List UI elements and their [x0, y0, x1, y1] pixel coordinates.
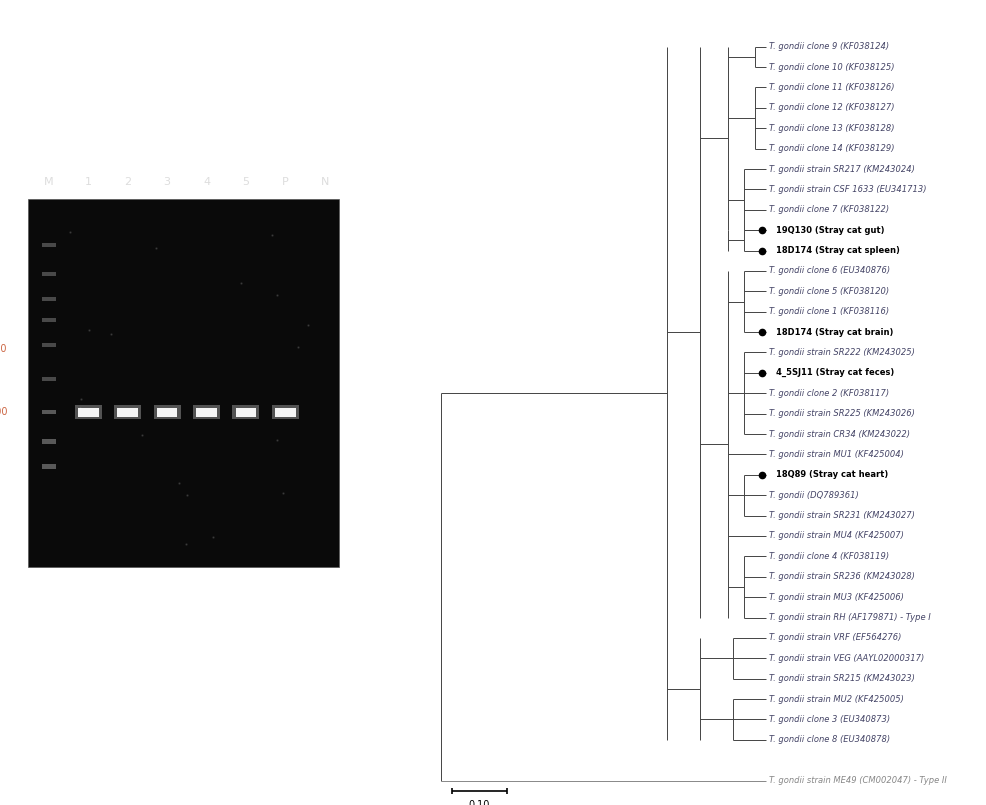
Bar [75, 406, 102, 419]
Bar [41, 440, 56, 444]
Text: 19Q130 (Stray cat gut): 19Q130 (Stray cat gut) [776, 225, 884, 235]
Text: 2: 2 [124, 177, 131, 187]
Text: T. gondii (DQ789361): T. gondii (DQ789361) [769, 491, 859, 500]
Text: T. gondii clone 1 (KF038116): T. gondii clone 1 (KF038116) [769, 308, 889, 316]
Text: T. gondii strain CR34 (KM243022): T. gondii strain CR34 (KM243022) [769, 430, 910, 439]
Text: P: P [282, 177, 289, 187]
Bar [41, 272, 56, 276]
Text: T. gondii clone 5 (KF038120): T. gondii clone 5 (KF038120) [769, 287, 889, 295]
Text: T. gondii strain CSF 1633 (EU341713): T. gondii strain CSF 1633 (EU341713) [769, 185, 927, 194]
Text: T. gondii strain SR222 (KM243025): T. gondii strain SR222 (KM243025) [769, 348, 915, 357]
Bar [236, 407, 256, 417]
Text: T. gondii clone 14 (KF038129): T. gondii clone 14 (KF038129) [769, 144, 894, 153]
Bar [193, 406, 220, 419]
Bar [114, 406, 141, 419]
Text: T. gondii clone 2 (KF038117): T. gondii clone 2 (KF038117) [769, 389, 889, 398]
Text: N: N [320, 177, 329, 187]
Text: T. gondii strain SR236 (KM243028): T. gondii strain SR236 (KM243028) [769, 572, 915, 581]
Bar [41, 410, 56, 415]
Text: 4_5SJ11 (Stray cat feces): 4_5SJ11 (Stray cat feces) [776, 369, 894, 378]
Bar [41, 464, 56, 469]
Bar [41, 242, 56, 247]
Bar [41, 343, 56, 347]
Text: 3: 3 [164, 177, 171, 187]
Bar [275, 407, 296, 417]
Text: 18D174 (Stray cat spleen): 18D174 (Stray cat spleen) [776, 246, 899, 255]
Text: T. gondii strain MU2 (KF425005): T. gondii strain MU2 (KF425005) [769, 695, 904, 704]
Text: 1000: 1000 [0, 345, 7, 354]
Bar [272, 406, 299, 419]
Text: T. gondii strain SR231 (KM243027): T. gondii strain SR231 (KM243027) [769, 511, 915, 520]
Text: T. gondii strain MU3 (KF425006): T. gondii strain MU3 (KF425006) [769, 592, 904, 601]
Text: T. gondii clone 4 (KF038119): T. gondii clone 4 (KF038119) [769, 552, 889, 561]
Bar [117, 407, 138, 417]
Bar [233, 406, 259, 419]
Text: T. gondii clone 7 (KF038122): T. gondii clone 7 (KF038122) [769, 205, 889, 214]
Text: T. gondii strain VEG (AAYL02000317): T. gondii strain VEG (AAYL02000317) [769, 654, 924, 663]
Text: T. gondii clone 12 (KF038127): T. gondii clone 12 (KF038127) [769, 103, 894, 113]
Text: T. gondii strain SR225 (KM243026): T. gondii strain SR225 (KM243026) [769, 409, 915, 418]
Text: T. gondii strain VRF (EF564276): T. gondii strain VRF (EF564276) [769, 634, 901, 642]
Text: T. gondii strain RH (AF179871) - Type I: T. gondii strain RH (AF179871) - Type I [769, 613, 931, 622]
Text: T. gondii clone 3 (EU340873): T. gondii clone 3 (EU340873) [769, 715, 890, 724]
Text: T. gondii clone 13 (KF038128): T. gondii clone 13 (KF038128) [769, 124, 894, 133]
Bar [154, 406, 180, 419]
Bar [41, 297, 56, 301]
Text: T. gondii strain SR217 (KM243024): T. gondii strain SR217 (KM243024) [769, 164, 915, 174]
Text: T. gondii strain MU1 (KF425004): T. gondii strain MU1 (KF425004) [769, 450, 904, 459]
Text: T. gondii strain MU4 (KF425007): T. gondii strain MU4 (KF425007) [769, 531, 904, 540]
Bar [41, 318, 56, 322]
Text: T. gondii clone 9 (KF038124): T. gondii clone 9 (KF038124) [769, 42, 889, 52]
Text: 5: 5 [243, 177, 249, 187]
Text: 1: 1 [85, 177, 92, 187]
Text: T. gondii strain ME49 (CM002047) - Type II: T. gondii strain ME49 (CM002047) - Type … [769, 776, 947, 785]
Text: T. gondii clone 10 (KF038125): T. gondii clone 10 (KF038125) [769, 63, 894, 72]
Text: 18D174 (Stray cat brain): 18D174 (Stray cat brain) [776, 328, 893, 336]
Bar [78, 407, 99, 417]
Text: M: M [44, 177, 53, 187]
Text: T. gondii clone 8 (EU340878): T. gondii clone 8 (EU340878) [769, 735, 890, 745]
Bar [41, 377, 56, 381]
Bar [157, 407, 177, 417]
Bar [196, 407, 217, 417]
Text: T. gondii clone 6 (EU340876): T. gondii clone 6 (EU340876) [769, 266, 890, 275]
Text: 4: 4 [203, 177, 210, 187]
FancyBboxPatch shape [28, 199, 339, 567]
Text: T. gondii clone 11 (KF038126): T. gondii clone 11 (KF038126) [769, 83, 894, 92]
Text: 500: 500 [0, 407, 7, 417]
Text: 0.10: 0.10 [468, 800, 490, 805]
Text: T. gondii strain SR215 (KM243023): T. gondii strain SR215 (KM243023) [769, 675, 915, 683]
Text: 18Q89 (Stray cat heart): 18Q89 (Stray cat heart) [776, 470, 888, 479]
